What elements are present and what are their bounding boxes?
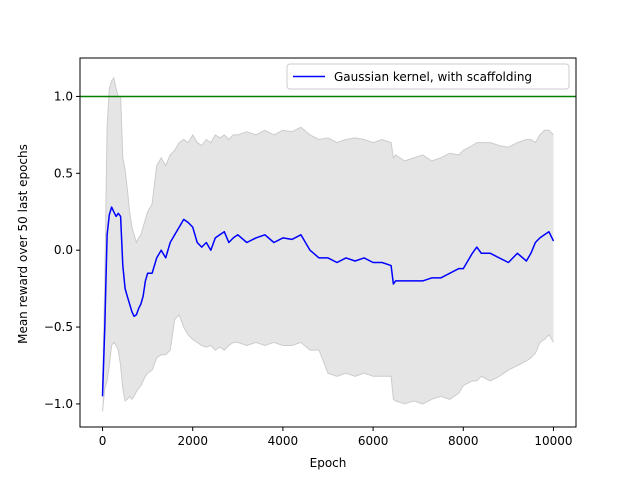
legend: Gaussian kernel, with scaffolding — [286, 63, 570, 90]
y-tick-label: 0.0 — [54, 243, 73, 257]
axes-frame — [79, 57, 577, 428]
band-lower-edge — [102, 313, 554, 412]
x-tick-label: 2000 — [177, 434, 208, 448]
x-tick-label: 4000 — [268, 434, 299, 448]
y-tick-label: 0.5 — [54, 166, 73, 180]
y-axis-label: Mean reward over 50 last epochs — [16, 144, 30, 344]
x-tick-label: 6000 — [358, 434, 389, 448]
x-tick-label: 0 — [99, 434, 107, 448]
x-tick-label: 8000 — [448, 434, 479, 448]
x-axis-label: Epoch — [310, 456, 347, 470]
y-tick-label: 1.0 — [54, 89, 73, 103]
legend-label: Gaussian kernel, with scaffolding — [334, 70, 532, 84]
y-tick-label: −0.5 — [44, 320, 73, 334]
plot-content — [80, 76, 576, 412]
plot-area — [80, 76, 576, 412]
band-upper-edge — [102, 76, 554, 389]
series-line-0 — [101, 206, 555, 397]
axes: 0 2000 4000 6000 8000 10000 −1.0 −0.5 0.0 0.5 1.0 — [44, 57, 577, 448]
x-tick-label: 10000 — [534, 434, 572, 448]
y-tick-label: −1.0 — [44, 397, 73, 411]
variance-band — [102, 78, 554, 412]
legend-box — [286, 63, 570, 90]
